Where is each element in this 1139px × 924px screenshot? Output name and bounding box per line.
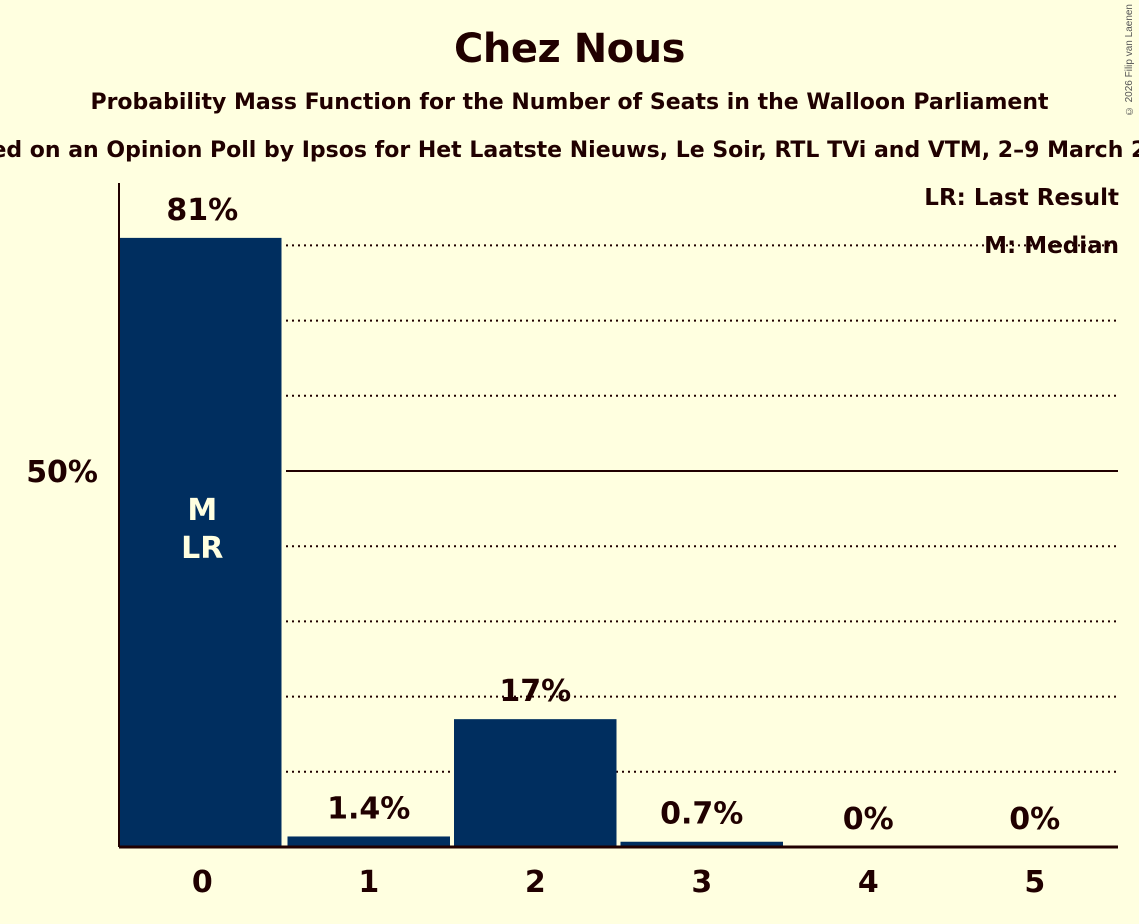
labels: 81% 0 1.4% 1 17% 2 0.7% 3 0% 4 0% 5 MLR 50% [26, 193, 1060, 900]
x-tick-label: 2 [525, 865, 546, 900]
bar-2 [454, 719, 617, 847]
bar-value-label: 0% [843, 802, 894, 837]
x-tick-label: 5 [1024, 865, 1045, 900]
x-tick-label: 3 [691, 865, 712, 900]
bar-3 [620, 841, 783, 847]
bar-value-label: 0% [1009, 802, 1060, 837]
bar-0 [119, 237, 282, 847]
legend-median: M: Median [984, 233, 1119, 259]
bar-annotation-m: M [187, 493, 217, 528]
bar-1 [287, 836, 450, 847]
bar-value-label: 17% [499, 674, 571, 709]
x-tick-label: 1 [358, 865, 379, 900]
bars [119, 237, 783, 847]
x-tick-label: 4 [858, 865, 879, 900]
legend-last-result: LR: Last Result [924, 185, 1119, 211]
bar-value-label: 0.7% [660, 797, 743, 832]
chart-source-line: Based on an Opinion Poll by Ipsos for He… [0, 138, 1139, 163]
x-tick-label: 0 [192, 865, 213, 900]
axes [118, 183, 1118, 849]
y-tick-label: 50% [26, 455, 98, 490]
bar-value-label: 81% [166, 193, 238, 228]
bar-annotation-lr: LR [181, 531, 223, 566]
chart-title: Chez Nous [454, 26, 685, 72]
gridlines [286, 244, 1118, 773]
chart-subtitle: Probability Mass Function for the Number… [90, 90, 1049, 115]
bar-value-label: 1.4% [327, 791, 410, 826]
